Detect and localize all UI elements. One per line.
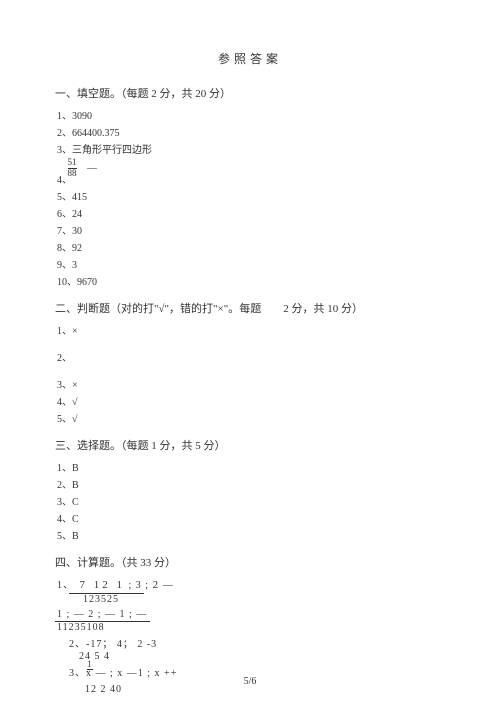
answer-item: 10、9670 (55, 273, 445, 288)
answer-item: 8、92 (55, 239, 445, 254)
answer-item: 4、 (55, 171, 445, 186)
answer-item: 1、3090 (55, 107, 445, 122)
section3-header: 三、选择题。（每题 1 分，共 5 分） (55, 437, 445, 453)
calc-row: 11235108 (55, 621, 150, 633)
answer-item: 4、C (55, 510, 445, 525)
fraction-icon: 2 (153, 579, 160, 591)
answer-item: 5、√ (55, 410, 445, 425)
answer-item (55, 366, 445, 374)
answer-item: 1、× (55, 322, 445, 337)
fraction-icon: 7 12 1 (80, 579, 126, 591)
answer-item: 6、24 (55, 205, 445, 220)
answer-item: 3、C (55, 493, 445, 508)
answer-item: 5、B (55, 527, 445, 542)
answer-item: 4、√ (55, 393, 445, 408)
fraction-numerator: 1 (87, 660, 93, 670)
calc-row: 1 ; — 2 ; — 1 ; — (55, 609, 445, 620)
answer-item: 2、664400.375 (55, 124, 445, 139)
fraction-numerator: 7 12 1 (80, 579, 126, 591)
calc-row: 2、-17； 4； 2 -3 (55, 635, 445, 650)
section4-header: 四、计算题。（共 33 分） (55, 554, 445, 570)
fraction-numerator: 2 (153, 579, 160, 591)
calc-label: 1、 (57, 580, 74, 591)
page-title: 参照答案 (55, 50, 445, 67)
answer-item: 9、3 (55, 256, 445, 271)
answer-item: 7、30 (55, 222, 445, 237)
answer-item: 2、B (55, 476, 445, 491)
section2-header: 二、判断题（对的打"√"，错的打"×"。每题 2 分，共 10 分） (55, 300, 445, 316)
section1-header: 一、填空题。（每题 2 分，共 20 分） (55, 85, 445, 101)
calc-row: 123525 (69, 593, 144, 605)
answer-item: 3、三角形平行四边形 (55, 141, 445, 156)
fraction-numerator: 51 (68, 158, 77, 168)
answer-item: 2、 (55, 349, 445, 364)
answer-item: 3、× (55, 376, 445, 391)
calc-row: 1、 7 12 1 ; 3 ; 2 — (55, 576, 445, 592)
page-number: 5/6 (0, 676, 500, 687)
answer-item: 1、B (55, 459, 445, 474)
calc-text: ; 3 ; (129, 580, 150, 591)
answer-item: 5、415 (55, 188, 445, 203)
answer-item (55, 339, 445, 347)
